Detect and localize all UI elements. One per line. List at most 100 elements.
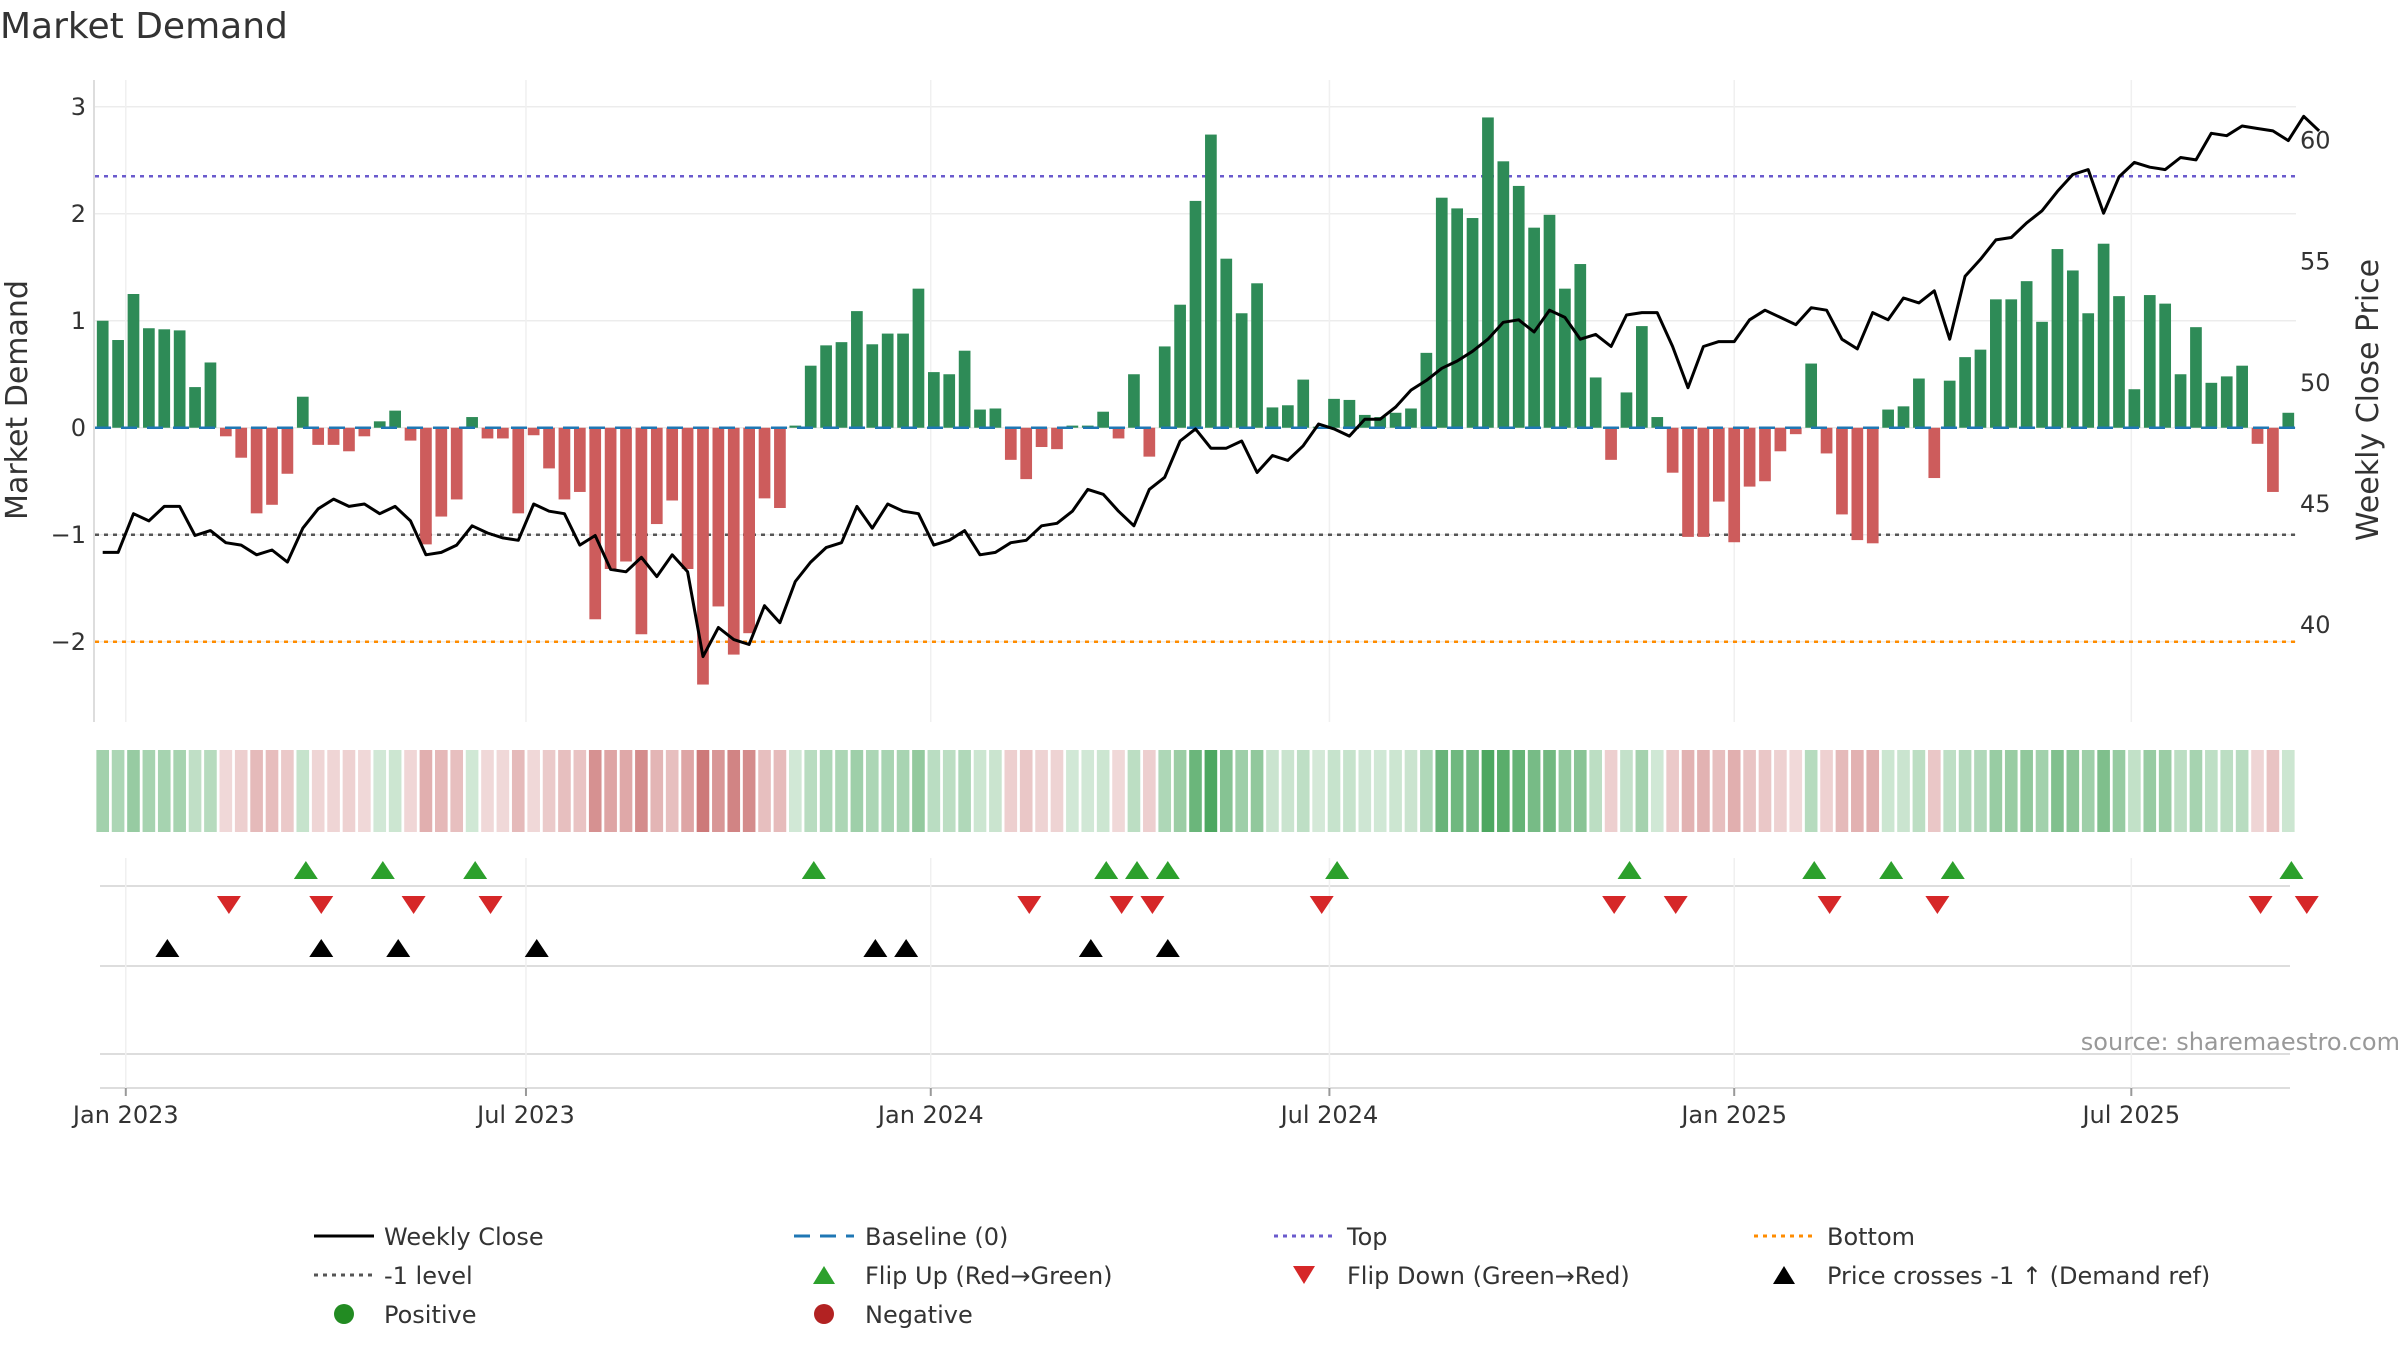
heat-cell (2158, 750, 2172, 832)
heat-cell (2081, 750, 2095, 832)
heat-cell (1789, 750, 1803, 832)
demand-bar (2220, 376, 2233, 428)
demand-heat-strip (96, 750, 2295, 832)
heat-cell (865, 750, 879, 832)
demand-bar (2005, 299, 2018, 428)
heat-cell (419, 750, 433, 832)
demand-bar (681, 427, 694, 569)
legend-flip-up: Flip Up (Red→Green) (865, 1262, 1113, 1290)
heat-cell (127, 750, 140, 832)
heat-cell (1158, 750, 1172, 832)
x-tick-label: Jan 2023 (71, 1101, 179, 1129)
heat-cell (1666, 750, 1679, 832)
price-cross-marker (1155, 939, 1180, 957)
heat-cell (573, 750, 587, 832)
price-cross-marker (155, 939, 180, 957)
heat-cell (404, 750, 417, 832)
price-cross-marker (1078, 939, 1103, 957)
demand-bar (2036, 321, 2048, 428)
legend-negative: Negative (865, 1301, 973, 1329)
demand-bar (1897, 406, 1910, 428)
heat-cell (1373, 750, 1387, 832)
demand-bar (1574, 264, 1587, 428)
demand-bar (727, 427, 740, 655)
legend-top: Top (1346, 1223, 1388, 1251)
demand-bar (1251, 283, 1263, 428)
heat-cell (973, 750, 987, 832)
heat-cell (789, 750, 802, 832)
demand-bar (650, 427, 663, 525)
demand-bar (112, 340, 124, 428)
demand-bar (1990, 299, 2002, 428)
flip-up-marker (2279, 861, 2304, 879)
heat-cell (1189, 750, 1202, 832)
demand-bar (1759, 427, 1771, 482)
demand-bar (358, 427, 371, 437)
y-tick-label: 1 (71, 307, 86, 335)
flip-up-marker (370, 861, 395, 879)
heat-cell (511, 750, 525, 832)
demand-bar (1805, 363, 1818, 428)
price-cross-marker (309, 939, 334, 957)
heat-cell (588, 750, 602, 832)
demand-bar (266, 427, 278, 505)
heat-cell (958, 750, 971, 832)
heat-cell (2066, 750, 2080, 832)
x-axis-ticks: Jan 2023 Jul 2023 Jan 2024 Jul 2024 Jan 2025… (71, 1088, 2180, 1129)
heat-cell (1435, 750, 1449, 832)
heat-cell (1712, 750, 1726, 832)
heat-cell (188, 750, 202, 832)
heat-cell (1835, 750, 1849, 832)
heat-cell (1604, 750, 1618, 832)
demand-bar (127, 294, 140, 428)
demand-bar (1789, 427, 1802, 435)
demand-bar (2143, 295, 2156, 428)
heat-cell (1004, 750, 1018, 832)
demand-bar (912, 288, 925, 428)
demand-bar (589, 427, 602, 620)
demand-bar (1035, 427, 1048, 448)
heat-cell (1527, 750, 1541, 832)
demand-bar (497, 427, 509, 439)
heat-cell (712, 750, 725, 832)
demand-bar (1189, 200, 1202, 428)
demand-bar (1451, 208, 1464, 428)
heat-cell (2097, 750, 2110, 832)
demand-bar (1820, 427, 1833, 454)
legend-minus-one: -1 level (384, 1262, 473, 1290)
heat-cell (157, 750, 171, 832)
heat-cell (758, 750, 771, 832)
heat-cell (465, 750, 479, 832)
heat-cell (250, 750, 263, 832)
heat-cell (650, 750, 664, 832)
heat-cell (111, 750, 125, 832)
price-cross-marker (863, 939, 888, 957)
demand-bar (2113, 296, 2125, 428)
flip-down-marker (309, 896, 334, 914)
heat-cell (358, 750, 371, 832)
demand-bar (1728, 427, 1741, 543)
heat-cell (1112, 750, 1125, 832)
heat-cell (1327, 750, 1341, 832)
heat-cell (96, 750, 110, 832)
price-cross-marker (894, 939, 919, 957)
demand-bar (1651, 417, 1664, 428)
legend-bottom: Bottom (1827, 1223, 1915, 1251)
heat-cell (296, 750, 310, 832)
heat-cell (942, 750, 956, 832)
heat-cell (2143, 750, 2157, 832)
demand-bar (866, 344, 879, 428)
demand-bar (2205, 382, 2218, 428)
demand-bar (1374, 417, 1387, 428)
demand-bar (1851, 427, 1864, 541)
heat-cell (1804, 750, 1818, 832)
heat-cell (2281, 750, 2295, 832)
demand-bar (2282, 412, 2295, 428)
heat-cell (1019, 750, 1033, 832)
x-tick-label: Jan 2024 (876, 1101, 984, 1129)
demand-bar (2236, 365, 2248, 428)
flip-up-marker (463, 861, 488, 879)
demand-bar (2128, 389, 2141, 428)
x-tick-label: Jul 2025 (2080, 1101, 2180, 1129)
